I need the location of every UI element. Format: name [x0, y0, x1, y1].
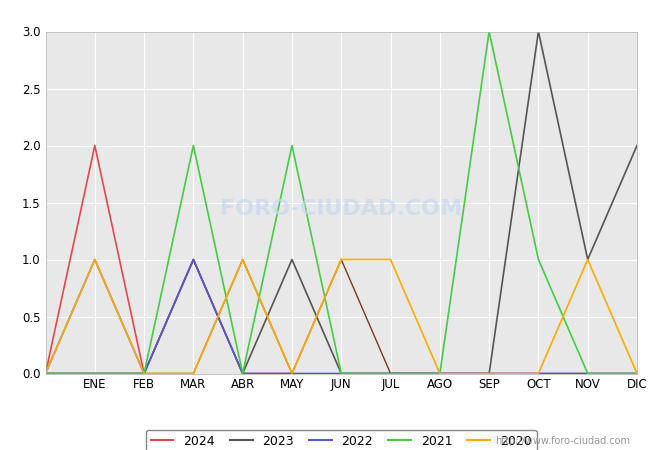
Text: Matriculaciones de Vehiculos en Buenavista de Valdavia: Matriculaciones de Vehiculos en Buenavis…: [65, 9, 585, 24]
Text: FORO-CIUDAD.COM: FORO-CIUDAD.COM: [220, 199, 462, 219]
Text: http://www.foro-ciudad.com: http://www.foro-ciudad.com: [495, 436, 630, 446]
Legend: 2024, 2023, 2022, 2021, 2020: 2024, 2023, 2022, 2021, 2020: [146, 430, 537, 450]
